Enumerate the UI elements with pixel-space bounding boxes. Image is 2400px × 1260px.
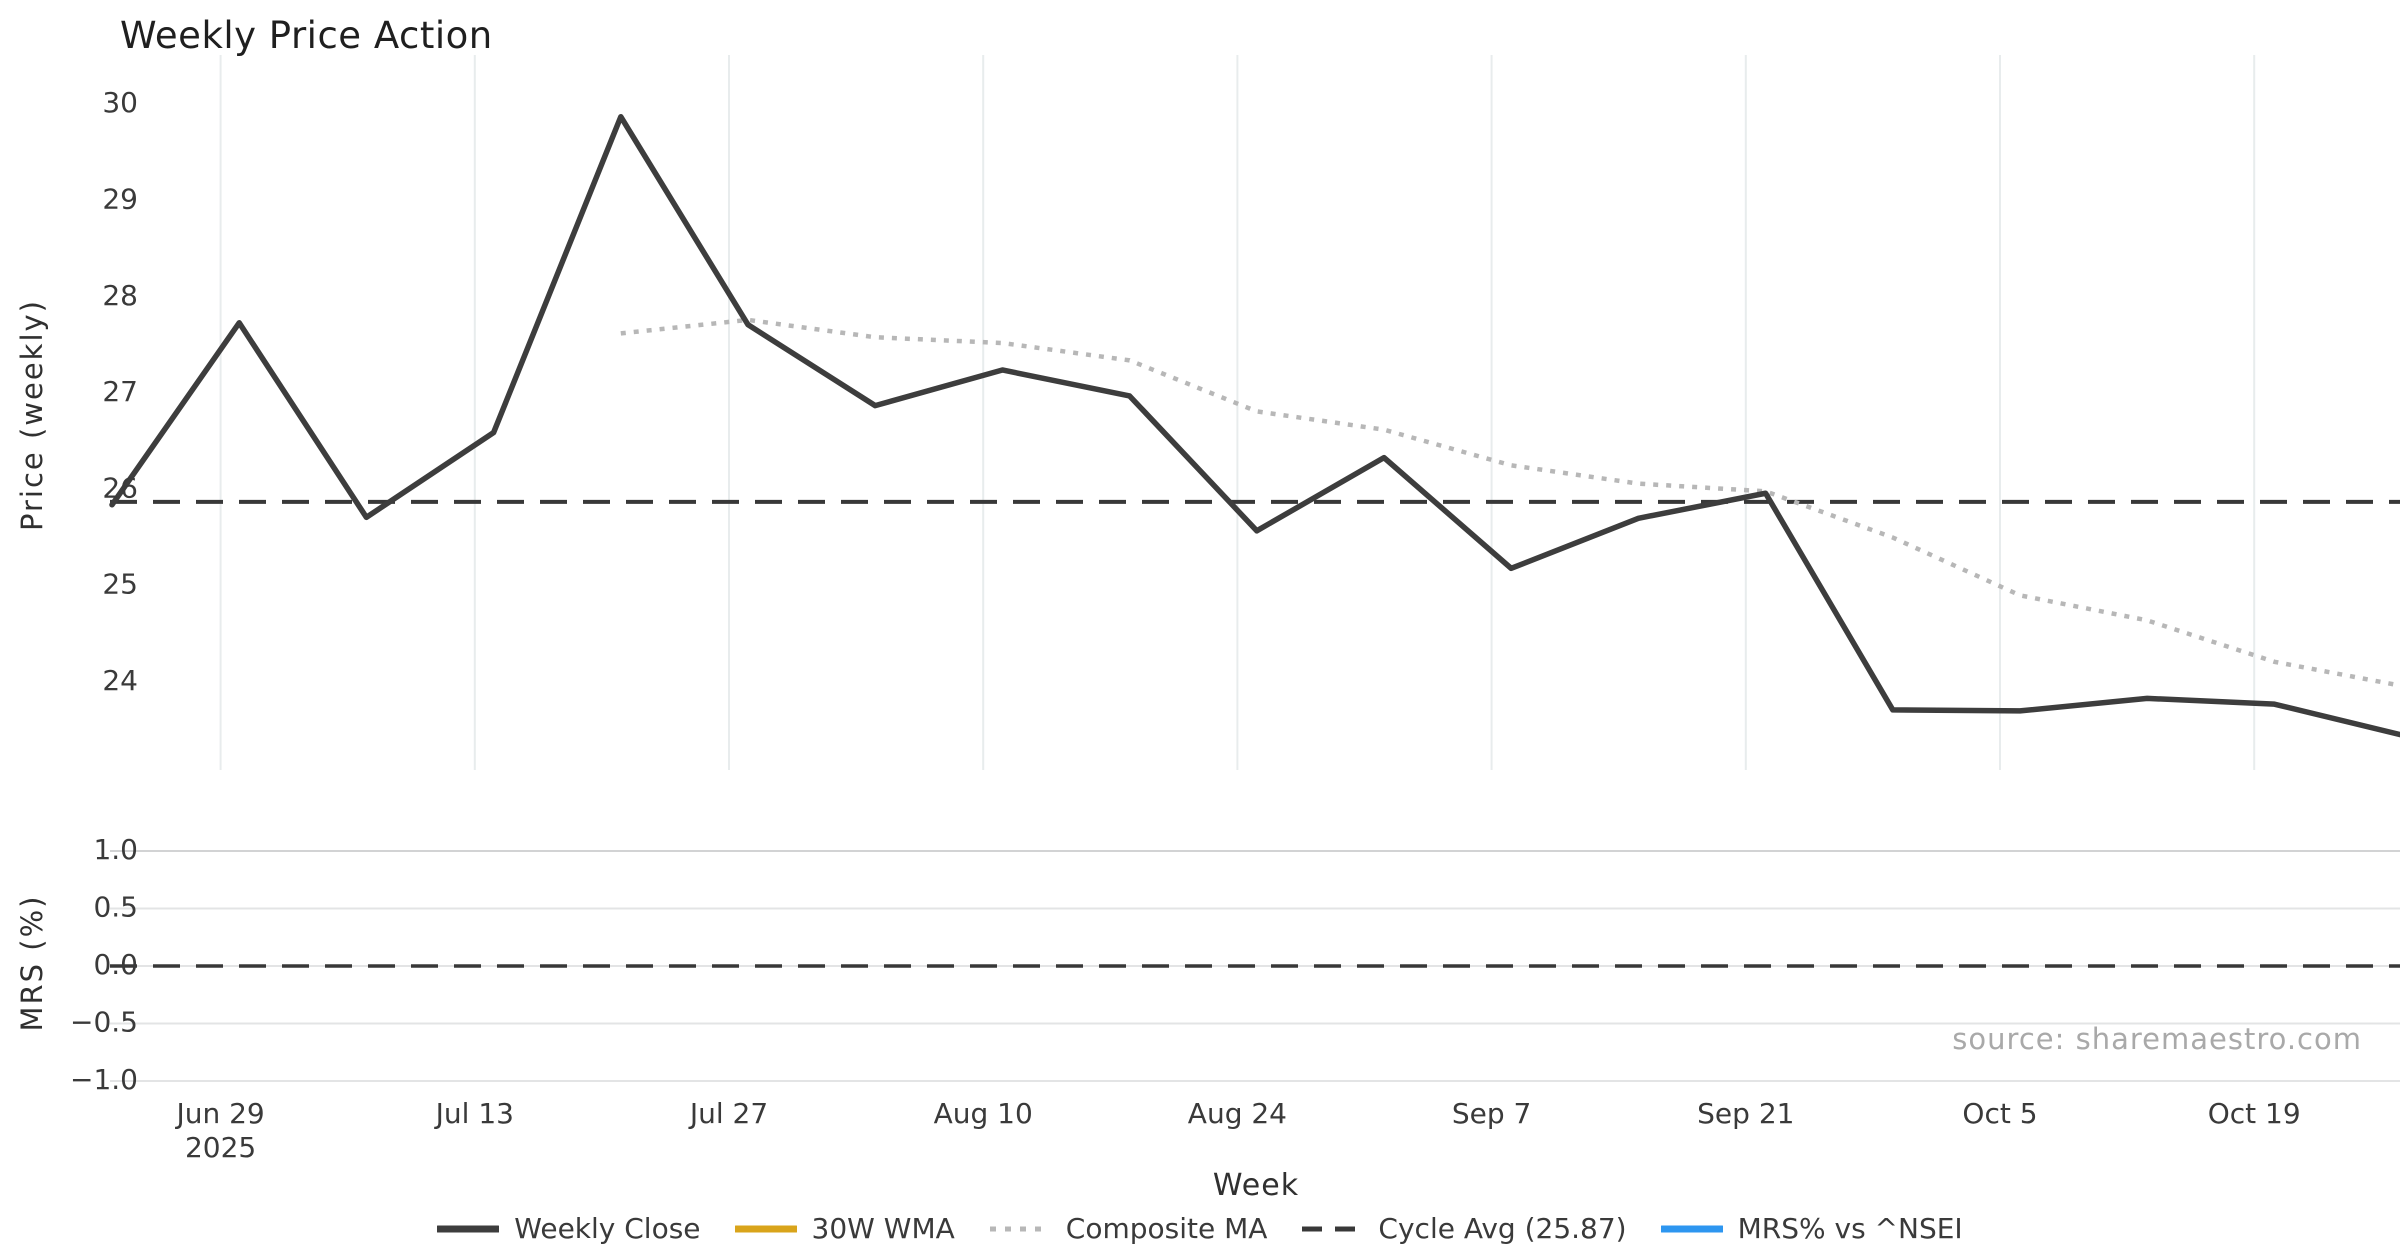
page-title: Weekly Price Action	[120, 14, 493, 57]
x-tick-label: Aug 10	[934, 1097, 1033, 1130]
legend-swatch-solid-icon	[734, 1225, 797, 1232]
legend-label: Cycle Avg (25.87)	[1378, 1212, 1627, 1245]
x-tick-label: Aug 24	[1188, 1097, 1287, 1130]
mrs-ytick-label: 0.0	[93, 948, 138, 981]
mrs-ytick-label: 0.5	[93, 891, 138, 924]
legend-swatch-dashed-icon	[1302, 1226, 1363, 1231]
price-ytick-label: 30	[102, 86, 138, 119]
legend-item-30w-wma: 30W WMA	[734, 1212, 955, 1245]
legend-swatch-solid-icon	[437, 1225, 500, 1232]
weekly-close-line	[109, 113, 2400, 738]
legend-swatch-solid-icon	[1660, 1225, 1723, 1232]
x-tick-label: Sep 7	[1452, 1097, 1532, 1130]
price-ytick-label: 29	[102, 183, 138, 216]
x-tick-label: Jul 13	[434, 1097, 514, 1130]
x-tick-year-label: 2025	[185, 1131, 256, 1164]
legend-swatch-dotted-icon	[989, 1226, 1050, 1231]
legend-item-cycle-avg-25-87: Cycle Avg (25.87)	[1301, 1212, 1627, 1245]
price-ytick-label: 25	[102, 568, 138, 601]
legend-label: MRS% vs ^NSEI	[1737, 1212, 1963, 1245]
legend-label: Weekly Close	[514, 1212, 701, 1245]
x-axis-label: Week	[1212, 1168, 1300, 1203]
legend-item-weekly-close: Weekly Close	[437, 1212, 701, 1245]
price-ytick-label: 26	[102, 471, 138, 504]
price-y-axis-label: Price (weekly)	[15, 299, 49, 532]
mrs-ytick-label: −0.5	[70, 1006, 138, 1039]
mrs-y-axis-label: MRS (%)	[15, 894, 49, 1032]
legend-item-mrs-vs-nsei: MRS% vs ^NSEI	[1660, 1212, 1963, 1245]
mrs-ytick-label: −1.0	[70, 1063, 138, 1096]
mrs-ytick-label: 1.0	[93, 833, 138, 866]
legend-label: 30W WMA	[811, 1212, 955, 1245]
price-ytick-label: 24	[102, 664, 138, 697]
price-ytick-label: 27	[102, 375, 138, 408]
x-tick-label: Oct 19	[2208, 1097, 2301, 1130]
legend-label: Composite MA	[1065, 1212, 1268, 1245]
x-tick-label: Oct 5	[1962, 1097, 2037, 1130]
source-attribution: source: sharemaestro.com	[1952, 1022, 2362, 1056]
legend-item-composite-ma: Composite MA	[989, 1212, 1268, 1245]
x-tick-label: Jul 27	[688, 1097, 768, 1130]
legend: Weekly Close 30W WMA Composite MA Cycle Avg…	[0, 1212, 2400, 1245]
x-tick-label: Sep 21	[1697, 1097, 1794, 1130]
x-tick-label: Jun 29	[174, 1097, 264, 1130]
price-ytick-label: 28	[102, 279, 138, 312]
